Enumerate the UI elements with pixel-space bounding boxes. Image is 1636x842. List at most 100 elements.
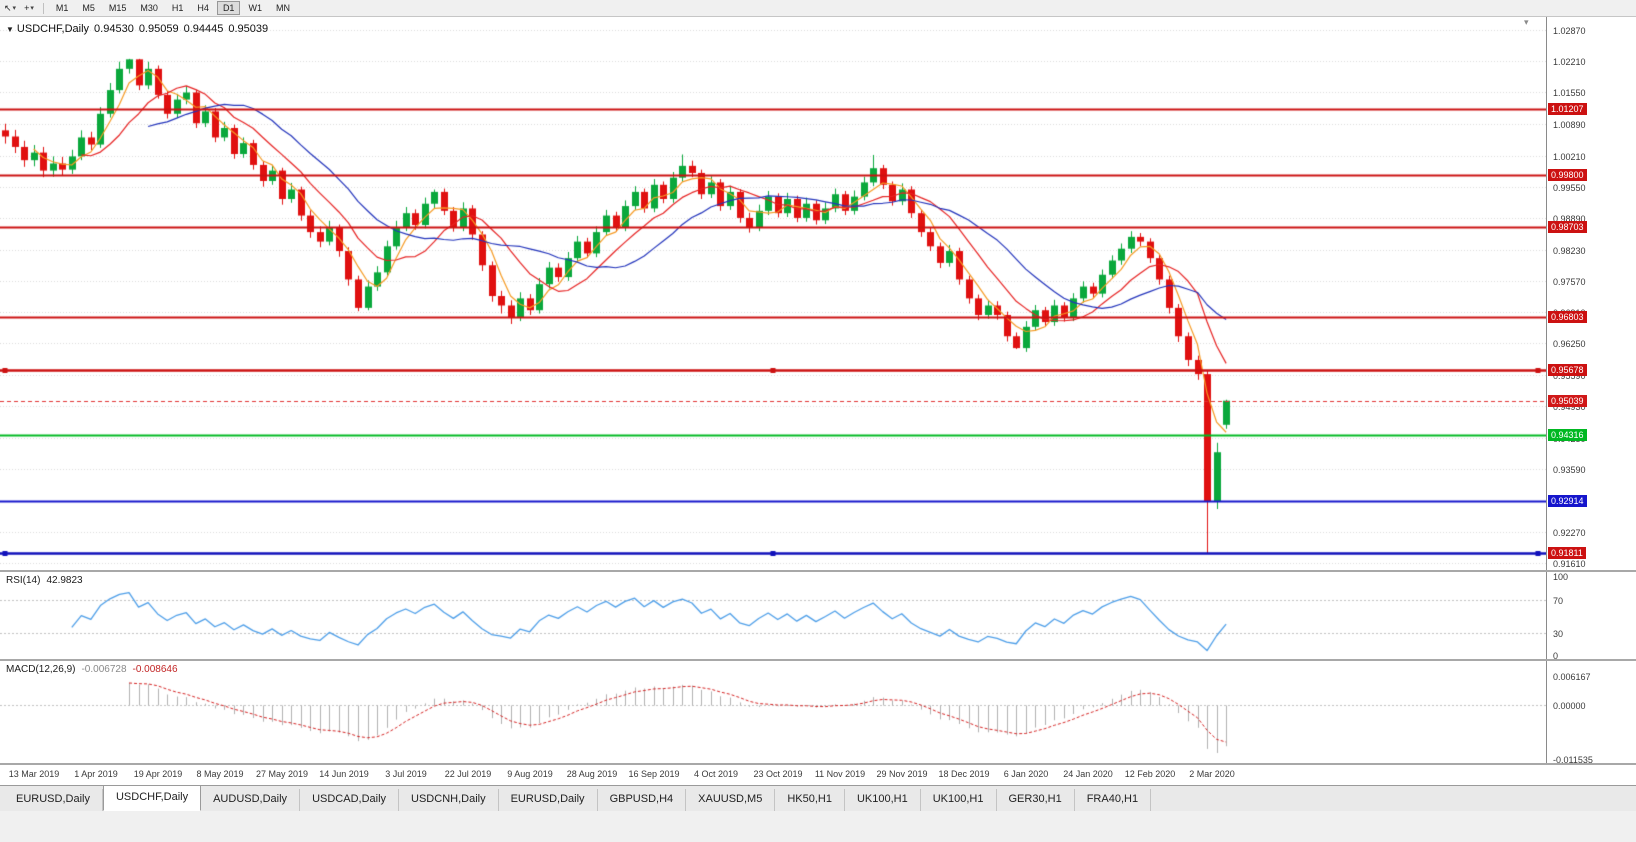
x-axis-label: 11 Nov 2019: [814, 769, 866, 779]
price-line-label: 0.92914: [1548, 495, 1587, 508]
x-axis-label: 1 Apr 2019: [74, 769, 118, 779]
bottom-tab-0-eurusd-daily[interactable]: EURUSD,Daily: [4, 789, 103, 811]
y-axis-label: 1.01550: [1553, 88, 1586, 99]
y-axis-label: 0.96250: [1553, 339, 1586, 350]
rsi-value: 42.9823: [46, 575, 83, 586]
timeframe-m1[interactable]: M1: [50, 1, 75, 15]
rsi-axis-label: 70: [1553, 595, 1564, 606]
rsi-axis-label: 0: [1553, 651, 1559, 661]
x-axis-label: 23 Oct 2019: [753, 769, 803, 779]
main-chart-canvas[interactable]: [0, 17, 1546, 570]
bottom-tab-7-xauusd-m5[interactable]: XAUUSD,M5: [686, 789, 776, 811]
crosshair-tool-button[interactable]: + ▾: [20, 1, 38, 15]
macd-main-value: -0.006728: [81, 664, 127, 675]
timeframe-m5[interactable]: M5: [76, 1, 101, 15]
bottom-tab-2-audusd-daily[interactable]: AUDUSD,Daily: [201, 789, 301, 811]
bottom-tab-8-hk50-h1[interactable]: HK50,H1: [775, 789, 845, 811]
macd-panel: MACD(12,26,9) -0.006728 -0.008646 0.006167…: [0, 661, 1636, 765]
top-toolbar: ↖ ▾ + ▾ M1 M5 M15 M30 H1 H4 D1 W1 MN: [0, 0, 1636, 17]
x-axis-label: 22 Jul 2019: [444, 769, 492, 779]
chevron-down-icon: ▾: [12, 5, 17, 12]
x-axis-label: 9 Aug 2019: [507, 769, 553, 779]
rsi-name: RSI(14): [6, 575, 41, 586]
rsi-canvas[interactable]: [0, 572, 1546, 659]
price-line-label: 1.01207: [1548, 102, 1587, 115]
x-axis-label: 4 Oct 2019: [693, 769, 739, 779]
price-line-label: 0.99800: [1548, 169, 1587, 182]
chart-shift-marker-icon: ▾: [1524, 17, 1529, 27]
macd-axis-label: -0.011535: [1553, 755, 1593, 765]
price-line-label: 0.98703: [1548, 221, 1587, 234]
y-axis-label: 1.02210: [1553, 57, 1586, 68]
x-axis-label: 27 May 2019: [255, 769, 309, 779]
price-line-label: 0.95678: [1548, 364, 1587, 377]
y-axis-label: 0.94930: [1553, 401, 1586, 412]
splitter-rsi-macd[interactable]: [0, 659, 1636, 661]
x-axis-label: 14 Jun 2019: [319, 769, 369, 779]
splitter-macd-dates[interactable]: [0, 763, 1636, 765]
toolbar-separator: [42, 2, 44, 14]
x-axis-label: 13 Mar 2019: [8, 769, 60, 779]
ohlc-close: 0.95039: [228, 23, 269, 35]
macd-canvas[interactable]: [0, 661, 1546, 763]
date-axis[interactable]: 13 Mar 2019 1 Apr 2019 19 Apr 2019 8 May 20…: [0, 765, 1636, 785]
price-line-label: 0.96803: [1548, 311, 1587, 324]
timeframe-h4[interactable]: H4: [191, 1, 215, 15]
timeframe-h1[interactable]: H1: [166, 1, 190, 15]
x-axis-label: 12 Feb 2020: [1124, 769, 1176, 779]
bottom-tab-3-usdcad-daily[interactable]: USDCAD,Daily: [300, 789, 400, 811]
price-axis[interactable]: 1.02870 1.02210 1.01550 1.00890 1.00210 0.995…: [1546, 17, 1636, 570]
y-axis-label: 1.02870: [1553, 26, 1586, 36]
y-axis-label: 0.98230: [1553, 245, 1586, 256]
timeframe-d1[interactable]: D1: [216, 1, 241, 15]
bottom-tab-6-gbpusd-h4[interactable]: GBPUSD,H4: [598, 789, 687, 811]
timeframe-mn[interactable]: MN: [270, 1, 296, 15]
macd-axis-label: 0.00000: [1553, 701, 1586, 711]
rsi-axis-label: 100: [1553, 572, 1569, 582]
main-chart-panel: ▾ ▼ USDCHF,Daily 0.94530 0.95059 0.94445 0.95…: [0, 17, 1636, 570]
macd-axis: 0.006167 0.00000 -0.011535: [1546, 661, 1636, 765]
chart-dropdown-icon[interactable]: ▼: [6, 25, 14, 34]
timeframe-m15[interactable]: M15: [103, 1, 133, 15]
rsi-axis-label: 30: [1553, 629, 1564, 640]
bottom-tab-11-ger30-h1[interactable]: GER30,H1: [997, 789, 1075, 811]
timeframe-m30[interactable]: M30: [134, 1, 164, 15]
bottom-tab-bar: EURUSD,Daily USDCHF,Daily AUDUSD,Daily USDC…: [0, 785, 1636, 811]
x-axis-label: 18 Dec 2019: [938, 769, 990, 779]
ohlc-low: 0.94445: [183, 23, 224, 35]
x-axis-label: 24 Jan 2020: [1063, 769, 1113, 779]
price-line-label: 0.94316: [1548, 428, 1587, 441]
x-axis-label: 6 Jan 2020: [1003, 769, 1049, 779]
bottom-tab-9-uk100-h1[interactable]: UK100,H1: [845, 789, 921, 811]
bottom-tab-4-usdcnh-daily[interactable]: USDCNH,Daily: [399, 789, 499, 811]
macd-name: MACD(12,26,9): [6, 664, 76, 675]
y-axis-label: 0.97570: [1553, 276, 1586, 287]
chart-title: ▼ USDCHF,Daily 0.94530 0.95059 0.94445 0.9503…: [6, 23, 273, 35]
bottom-tab-10-uk100-h1[interactable]: UK100,H1: [921, 789, 997, 811]
x-axis-label: 19 Apr 2019: [133, 769, 183, 779]
x-axis-label: 2 Mar 2020: [1189, 769, 1235, 779]
y-axis-label: 0.93590: [1553, 465, 1586, 476]
x-axis-label: 3 Jul 2019: [385, 769, 427, 779]
bottom-tab-1-usdchf-daily[interactable]: USDCHF,Daily: [102, 785, 202, 811]
rsi-axis: 100 70 30 0: [1546, 572, 1636, 661]
x-axis-label: 16 Sep 2019: [628, 769, 680, 779]
splitter-main-rsi[interactable]: [0, 570, 1636, 572]
y-axis-label: 1.00890: [1553, 119, 1586, 130]
cursor-tool-button[interactable]: ↖ ▾: [0, 1, 20, 15]
rsi-label: RSI(14) 42.9823: [6, 575, 89, 586]
crosshair-icon: +: [24, 3, 30, 13]
timeframe-w1[interactable]: W1: [242, 1, 268, 15]
x-axis-label: 28 Aug 2019: [566, 769, 618, 779]
y-axis-label: 0.99550: [1553, 183, 1586, 194]
ohlc-open: 0.94530: [94, 23, 134, 35]
y-axis-label: 0.91610: [1553, 559, 1586, 569]
macd-axis-label: 0.006167: [1553, 672, 1591, 682]
y-axis-label: 0.98890: [1553, 214, 1586, 225]
bottom-tab-5-eurusd-daily[interactable]: EURUSD,Daily: [499, 789, 598, 811]
current-price-label: 0.95039: [1548, 394, 1587, 407]
bottom-tab-12-fra40-h1[interactable]: FRA40,H1: [1075, 789, 1152, 811]
bottom-strip: [0, 811, 1636, 842]
cursor-icon: ↖: [4, 3, 12, 13]
